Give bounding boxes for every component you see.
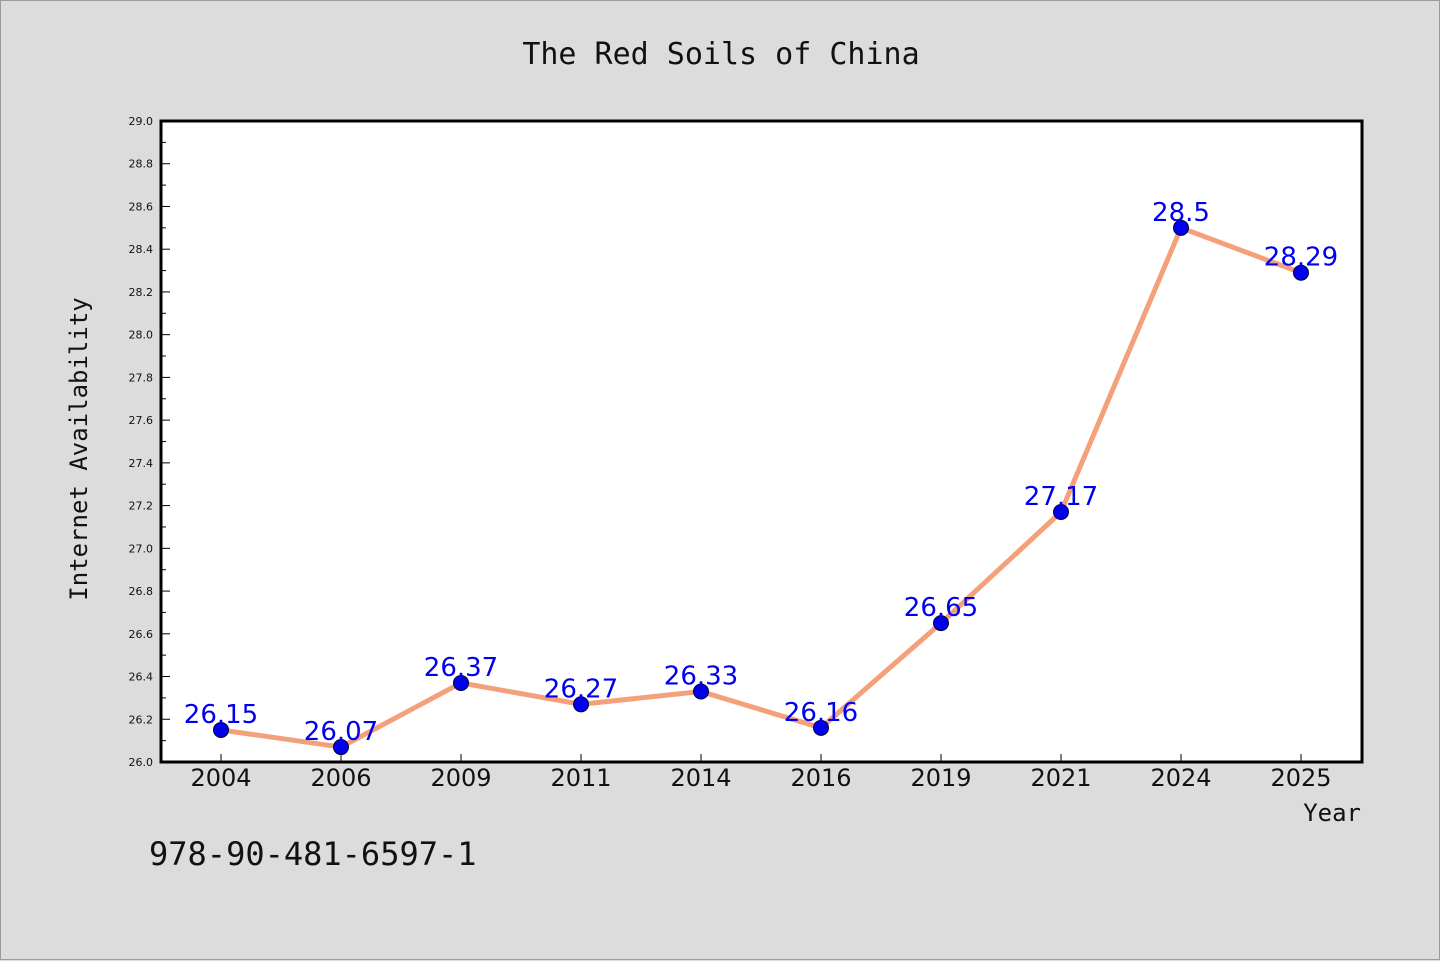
chart-title: The Red Soils of China bbox=[522, 37, 919, 72]
data-label: 26.07 bbox=[304, 717, 378, 747]
y-tick-label: 29.0 bbox=[129, 115, 154, 128]
isbn-footer: 978-90-481-6597-1 bbox=[149, 835, 477, 873]
data-labels: 26.15 26.07 26.37 26.27 26.33 26.16 26.65 27.17… bbox=[184, 198, 1338, 747]
plot-area bbox=[159, 119, 1364, 764]
x-tick-label: 2006 bbox=[310, 764, 371, 792]
data-point bbox=[693, 683, 709, 700]
y-tick-label: 27.0 bbox=[129, 542, 154, 555]
series-line-group bbox=[218, 225, 1304, 750]
x-axis-ticks: 2004 2006 2009 2011 2014 2016 2019 2021 2024 2025 bbox=[190, 754, 1332, 792]
x-axis-label: Year bbox=[1303, 799, 1361, 827]
x-tick-label: 2004 bbox=[190, 764, 251, 792]
y-tick-label: 26.6 bbox=[129, 628, 154, 641]
data-point bbox=[1053, 504, 1069, 521]
y-tick-label: 28.6 bbox=[129, 200, 154, 213]
x-tick-label: 2009 bbox=[430, 764, 491, 792]
x-tick-label: 2019 bbox=[910, 764, 971, 792]
data-point bbox=[333, 739, 349, 756]
y-tick-label: 27.6 bbox=[129, 414, 154, 427]
x-tick-label: 2025 bbox=[1270, 764, 1331, 792]
data-point bbox=[1293, 264, 1309, 281]
y-tick-label: 28.8 bbox=[129, 158, 154, 171]
data-label: 26.27 bbox=[544, 674, 618, 704]
data-point bbox=[213, 721, 229, 738]
y-tick-label: 27.4 bbox=[129, 457, 154, 470]
data-label: 27.17 bbox=[1024, 482, 1098, 512]
data-point bbox=[933, 615, 949, 632]
data-label: 26.16 bbox=[784, 698, 858, 728]
data-point bbox=[573, 696, 589, 713]
y-tick-label: 27.8 bbox=[129, 371, 154, 384]
y-tick-label: 26.4 bbox=[129, 671, 154, 684]
y-axis-ticks: 26.0 26.2 26.4 26.6 26.8 27.0 27.2 27.4 27.6 27.8… bbox=[129, 115, 170, 769]
data-label: 26.15 bbox=[184, 700, 258, 730]
data-point bbox=[453, 674, 469, 691]
x-tick-label: 2021 bbox=[1030, 764, 1091, 792]
data-label: 26.65 bbox=[904, 593, 978, 623]
data-point bbox=[1173, 219, 1189, 236]
x-tick-label: 2011 bbox=[550, 764, 611, 792]
series-markers bbox=[213, 219, 1309, 756]
y-tick-label: 26.2 bbox=[129, 713, 154, 726]
y-tick-label: 28.2 bbox=[129, 286, 154, 299]
data-label: 28.29 bbox=[1264, 243, 1338, 273]
y-tick-label: 28.0 bbox=[129, 329, 154, 342]
data-point bbox=[813, 719, 829, 736]
y-tick-label: 27.2 bbox=[129, 500, 154, 513]
x-tick-label: 2016 bbox=[790, 764, 851, 792]
x-tick-label: 2014 bbox=[670, 764, 731, 792]
y-tick-label: 26.0 bbox=[129, 756, 154, 769]
x-tick-label: 2024 bbox=[1150, 764, 1211, 792]
data-label: 26.33 bbox=[664, 661, 738, 691]
series-line bbox=[218, 225, 1304, 750]
y-tick-label: 28.4 bbox=[129, 243, 154, 256]
y-tick-label: 26.8 bbox=[129, 585, 154, 598]
data-label: 26.37 bbox=[424, 653, 498, 683]
y-axis-label: Internet Availability bbox=[65, 297, 93, 600]
data-label: 28.5 bbox=[1152, 198, 1210, 228]
